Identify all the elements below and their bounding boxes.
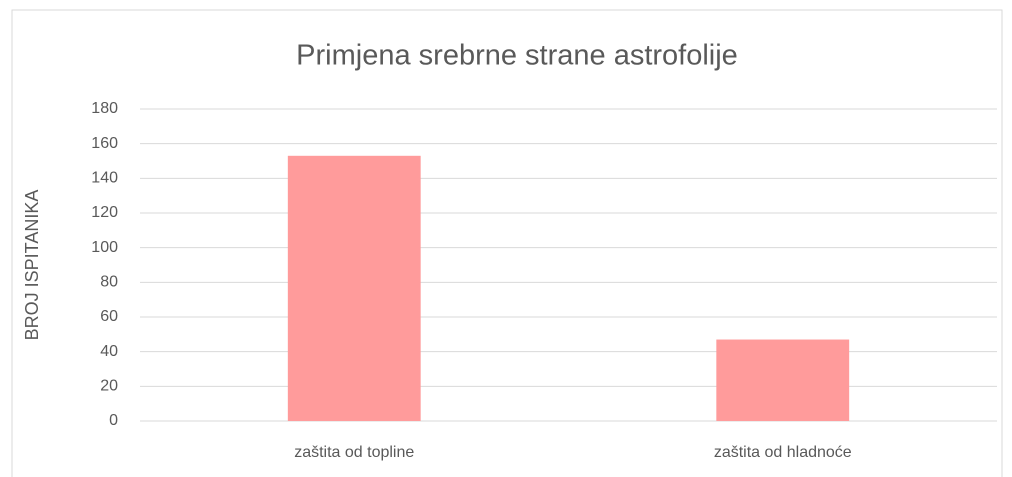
y-tick-label: 160 [91, 135, 118, 152]
bar [716, 339, 850, 421]
y-tick-label: 40 [100, 343, 118, 360]
y-tick-label: 80 [100, 274, 118, 291]
chart-title: Primjena srebrne strane astrofolije [296, 40, 738, 72]
y-tick-label: 100 [91, 239, 118, 256]
bar [287, 155, 421, 422]
y-tick-label: 20 [100, 378, 118, 395]
x-tick-label: zaštita od hladnoće [714, 444, 852, 461]
y-tick-label: 0 [109, 412, 118, 429]
y-axis-label: BROJ ISPITANIKA [22, 190, 42, 341]
y-tick-label: 120 [91, 204, 118, 221]
y-tick-label: 140 [91, 170, 118, 187]
y-tick-label: 180 [91, 100, 118, 117]
chart-frame [11, 9, 1003, 477]
x-tick-label: zaštita od topline [294, 444, 414, 461]
y-tick-label: 60 [100, 308, 118, 325]
